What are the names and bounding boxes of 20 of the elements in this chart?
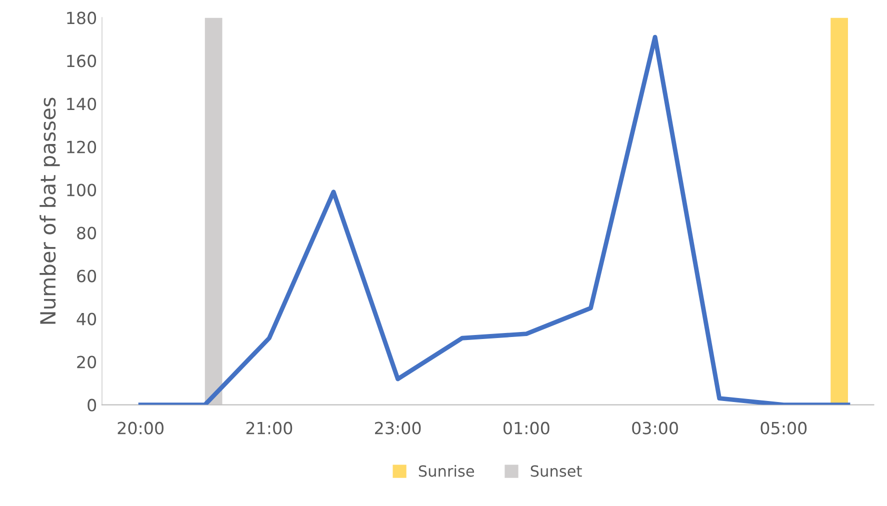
line-series (138, 34, 850, 405)
x-tick-label: 21:00 (246, 422, 292, 434)
x-tick-label: 20:00 (118, 422, 164, 434)
y-tick-label: 120 (67, 140, 96, 154)
y-tick-label: 40 (76, 312, 96, 326)
y-tick-label: 100 (67, 184, 96, 196)
y-tick-label: 0 (88, 398, 96, 412)
y-axis-title: Number of bat passes (40, 98, 60, 324)
legend-label: Sunset (530, 465, 582, 477)
x-tick-label: 01:00 (504, 422, 550, 434)
y-tick-label: 180 (67, 12, 96, 24)
y-tick-label: 140 (67, 98, 96, 110)
y-tick-label: 160 (67, 54, 96, 68)
x-tick-label: 23:00 (375, 422, 421, 434)
x-tick-label: 03:00 (632, 422, 678, 434)
y-tick-label: 60 (77, 270, 96, 282)
legend-label: Sunrise (418, 465, 474, 477)
x-tick-label: 05:00 (760, 422, 807, 434)
y-tick-label: 20 (77, 356, 96, 368)
y-tick-label: 80 (77, 226, 96, 240)
